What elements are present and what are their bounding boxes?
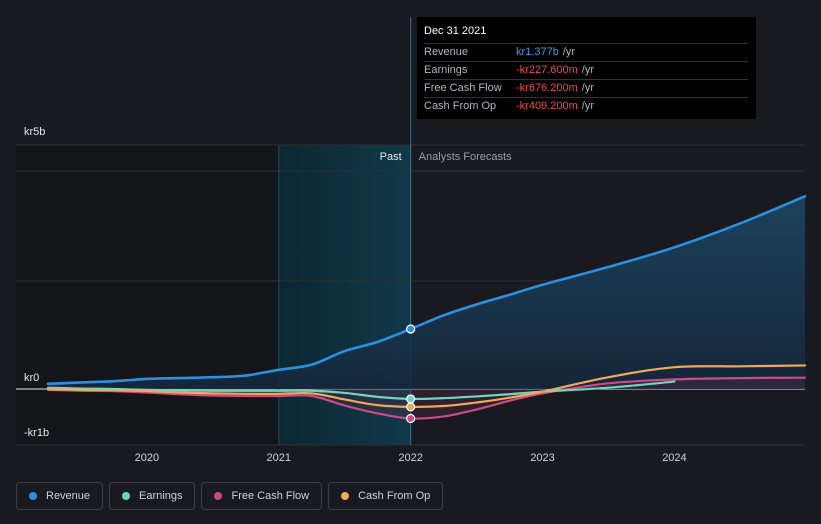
tooltip-label: Earnings bbox=[424, 64, 468, 76]
tooltip-label: Cash From Op bbox=[424, 100, 497, 112]
legend-label: Earnings bbox=[139, 490, 183, 502]
series-line-earnings bbox=[46, 380, 676, 401]
tooltip-unit: /yr bbox=[562, 46, 576, 58]
marker-cash-from-op bbox=[406, 402, 416, 412]
x-tick-label: 2020 bbox=[135, 452, 159, 464]
y-tick-label: -kr1b bbox=[24, 427, 49, 439]
tooltip-unit: /yr bbox=[581, 100, 594, 112]
tooltip-row-revenue: Revenue kr1.377b /yr bbox=[424, 43, 748, 61]
marker-free-cash-flow bbox=[406, 413, 416, 424]
tooltip-value: -kr676.200m bbox=[516, 82, 578, 94]
legend-label: Revenue bbox=[46, 490, 91, 502]
legend-item-free-cash-flow[interactable]: Free Cash Flow bbox=[201, 482, 323, 510]
cash-from-op-dot-icon bbox=[341, 492, 350, 500]
marker-earnings bbox=[406, 394, 416, 404]
tooltip-row-earnings: Earnings -kr227.600m /yr bbox=[424, 61, 748, 79]
chart-labels: kr5b kr0 -kr1b 2020 2021 2022 2023 2024 Past Anal… bbox=[24, 126, 687, 464]
tooltip-row-cash-from-op: Cash From Op -kr409.200m /yr bbox=[424, 97, 748, 115]
chart-background bbox=[16, 145, 411, 445]
revenue-dot-icon bbox=[29, 492, 37, 500]
tooltip-value: kr1.377b bbox=[516, 46, 559, 58]
tooltip-unit: /yr bbox=[581, 64, 594, 76]
x-tick-label: 2022 bbox=[398, 452, 422, 464]
y-tick-label: kr0 bbox=[24, 372, 39, 384]
legend: Revenue Earnings Free Cash Flow Cash Fro… bbox=[16, 482, 444, 510]
forecast-label: Analysts Forecasts bbox=[419, 151, 512, 163]
legend-item-cash-from-op[interactable]: Cash From Op bbox=[328, 482, 444, 510]
legend-label: Free Cash Flow bbox=[231, 490, 310, 502]
past-region-shade bbox=[16, 145, 279, 445]
tooltip-label: Free Cash Flow bbox=[424, 82, 502, 94]
tooltip: Dec 31 2021 Revenue kr1.377b /yr Earning… bbox=[417, 17, 756, 119]
earnings-dot-icon bbox=[122, 492, 131, 500]
tooltip-row-free-cash-flow: Free Cash Flow -kr676.200m /yr bbox=[424, 79, 748, 97]
legend-item-earnings[interactable]: Earnings bbox=[109, 482, 196, 510]
y-tick-label: kr5b bbox=[24, 126, 45, 138]
marker-revenue bbox=[406, 324, 416, 334]
revenue-area-fill bbox=[48, 196, 805, 389]
past-label: Past bbox=[380, 151, 402, 163]
series-line-free-cash-flow bbox=[46, 376, 807, 420]
x-tick-label: 2021 bbox=[267, 452, 291, 464]
tooltip-date: Dec 31 2021 bbox=[424, 25, 487, 37]
chart-markers bbox=[406, 324, 416, 424]
x-tick-label: 2023 bbox=[530, 452, 554, 464]
x-tick-label: 2024 bbox=[662, 452, 686, 464]
legend-item-revenue[interactable]: Revenue bbox=[16, 482, 104, 510]
legend-label: Cash From Op bbox=[358, 490, 431, 502]
tooltip-value: -kr227.600m bbox=[516, 64, 578, 76]
chart-series-lines bbox=[46, 194, 807, 420]
series-line-revenue bbox=[46, 194, 807, 386]
tooltip-unit: /yr bbox=[581, 82, 594, 94]
tooltip-label: Revenue bbox=[424, 46, 469, 58]
tooltip-value: -kr409.200m bbox=[516, 100, 578, 112]
series-line-cash-from-op bbox=[46, 364, 807, 408]
free-cash-flow-dot-icon bbox=[214, 492, 223, 500]
